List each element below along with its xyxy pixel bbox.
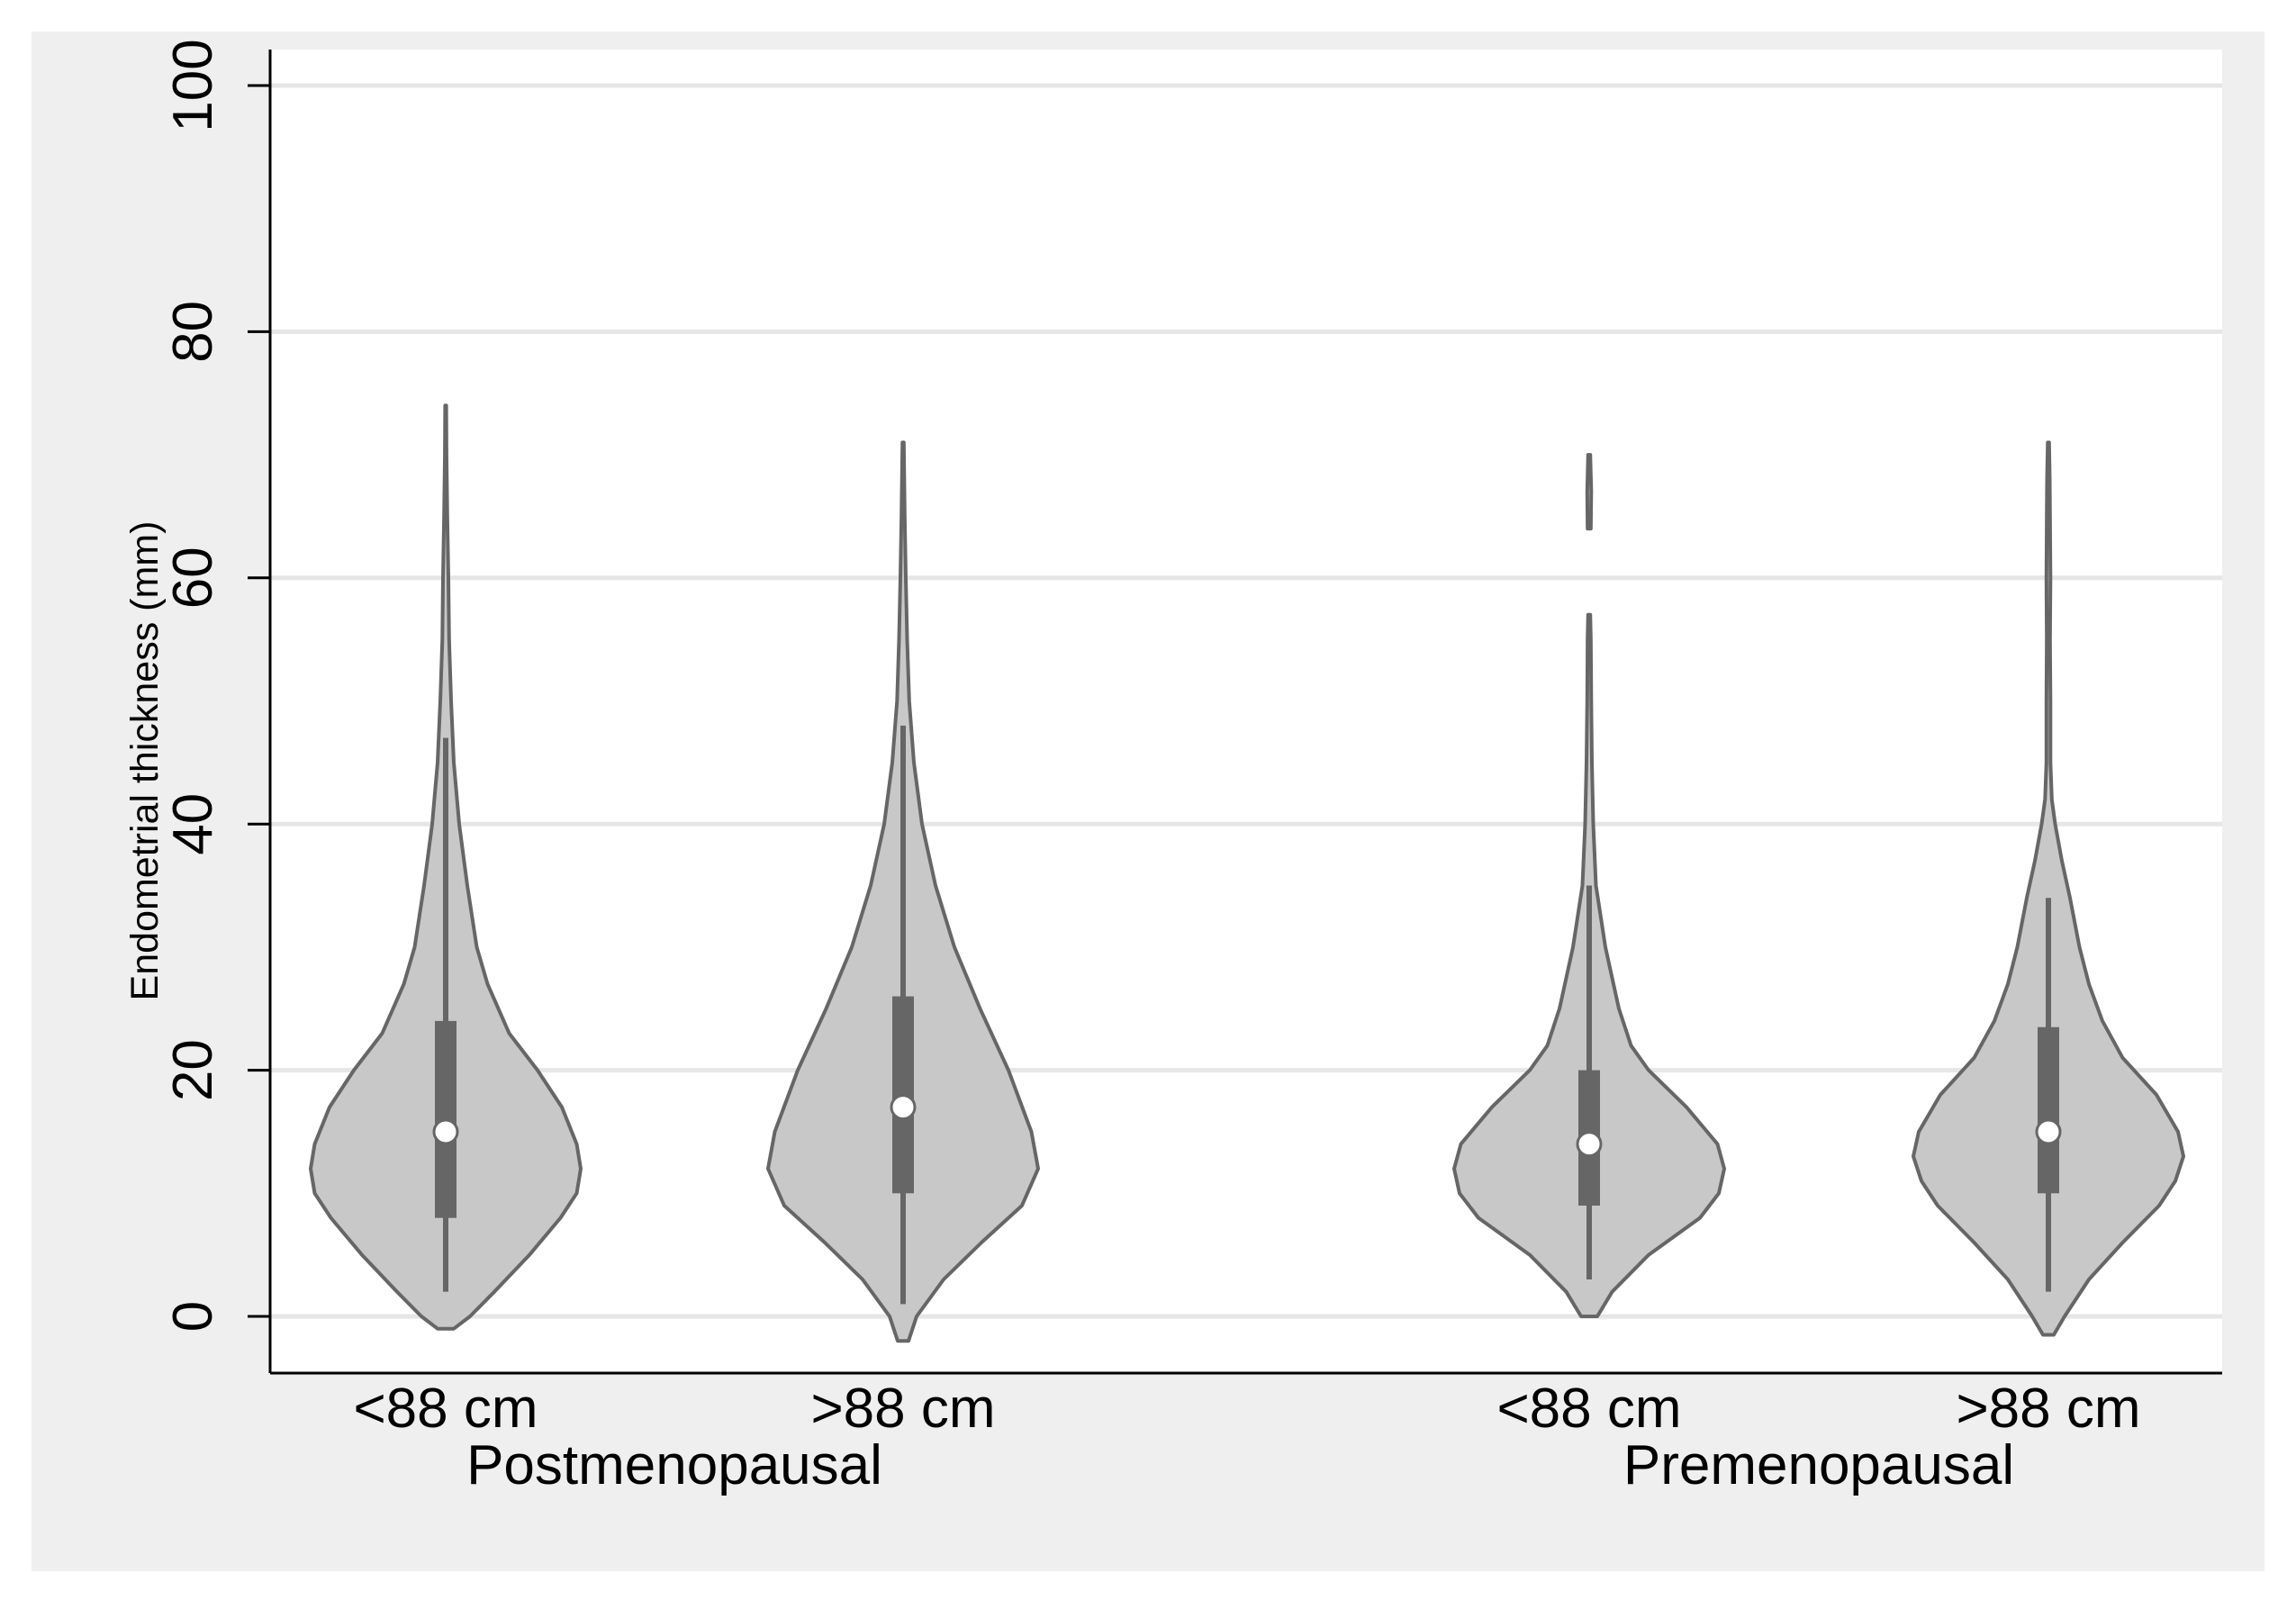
plot-area [270,50,2222,1373]
violin-median-marker [1576,1131,1603,1158]
violin-body [1585,453,1594,531]
x-group-label: Premenopausal [1623,1434,2014,1496]
violin [309,403,583,1331]
violin [1912,440,2185,1337]
violin-body [1912,440,2185,1337]
violin [1452,453,1726,1318]
x-group-label: Postmenopausal [466,1434,882,1496]
gridlines [270,83,2222,1319]
y-tick-label: 80 [162,301,224,363]
violins [309,403,2185,1343]
x-tick-label: <88 cm [353,1378,538,1440]
x-tick-label: >88 cm [810,1378,995,1440]
y-tick-label: 60 [162,547,224,609]
violin-median-marker [432,1118,459,1145]
y-axis-ticks: 0 20 40 60 80 100 [162,39,270,1332]
x-tick-label: >88 cm [1956,1378,2140,1440]
violin-iqr-box [2038,1026,2059,1194]
violin-median-marker [2035,1118,2062,1145]
y-axis-label: Endometrial thickness (mm) [123,521,167,1001]
violin-median-marker [890,1094,917,1121]
y-tick-label: 0 [162,1301,224,1332]
violin [766,440,1040,1343]
y-tick-label: 100 [162,39,224,131]
x-tick-label: <88 cm [1496,1378,1681,1440]
y-tick-label: 20 [162,1039,224,1101]
y-tick-label: 40 [162,793,224,855]
